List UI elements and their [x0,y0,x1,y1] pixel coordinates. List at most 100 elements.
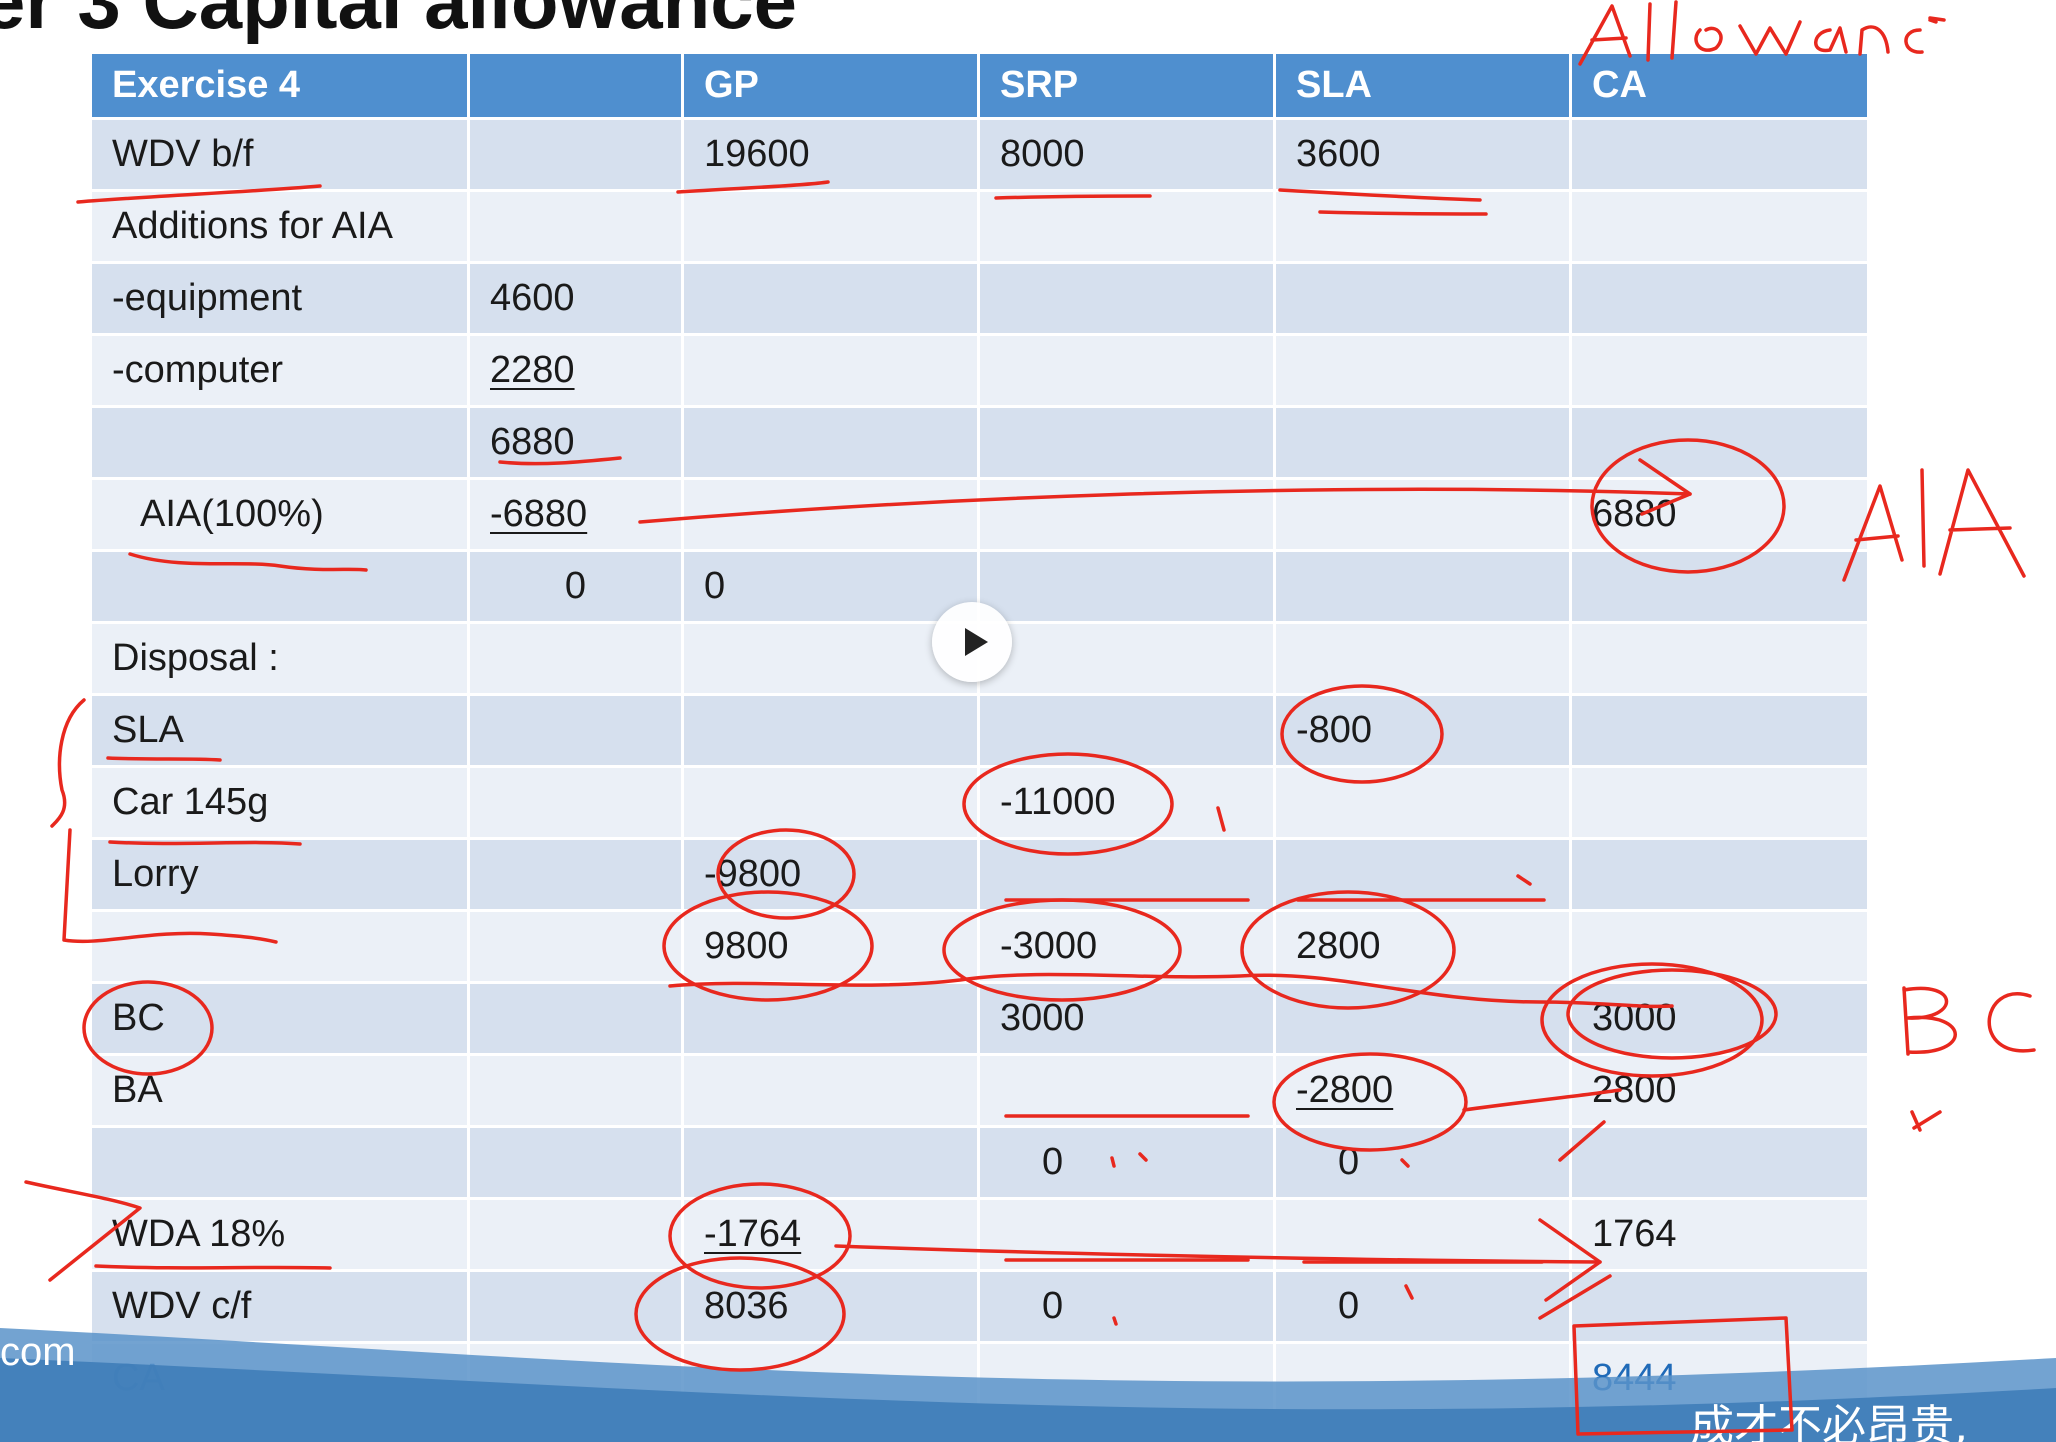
sla-cell: 0 [1276,1128,1572,1200]
ca-cell: 3000 [1572,984,1870,1056]
ca-cell [1572,552,1870,624]
header-gp: GP [684,54,980,120]
sla-cell [1276,192,1572,264]
row-label: BC [92,984,470,1056]
ca-cell [1572,1128,1870,1200]
working-cell [470,1056,684,1128]
gp-cell [684,192,980,264]
sla-cell [1276,552,1572,624]
header-srp: SRP [980,54,1276,120]
row-label: WDV b/f [92,120,470,192]
table-row: Additions for AIA [92,192,1870,264]
srp-cell [980,552,1276,624]
working-cell [470,840,684,912]
sla-cell [1276,480,1572,552]
row-label: AIA(100%) [92,480,470,552]
play-button[interactable] [932,602,1012,682]
ca-cell: 6880 [1572,480,1870,552]
gp-cell [684,480,980,552]
srp-cell [980,480,1276,552]
srp-cell: 8000 [980,120,1276,192]
ca-cell [1572,768,1870,840]
row-label [92,1128,470,1200]
srp-cell: 3000 [980,984,1276,1056]
handwriting-dot [1928,18,1938,24]
ca-cell [1572,696,1870,768]
table-row: WDA 18% -1764 1764 [92,1200,1870,1272]
srp-cell [980,1200,1276,1272]
table-header-row: Exercise 4 GP SRP SLA CA [92,54,1870,120]
row-label: Disposal : [92,624,470,696]
capital-allowance-table: Exercise 4 GP SRP SLA CA WDV b/f 19600 8… [92,54,1870,1416]
row-label: WDA 18% [92,1200,470,1272]
gp-cell: 19600 [684,120,980,192]
ca-cell: 1764 [1572,1200,1870,1272]
ca-cell [1572,120,1870,192]
handwriting-aia-i [1920,468,1926,568]
header-exercise: Exercise 4 [92,54,470,120]
srp-cell [980,696,1276,768]
slide-title: er 3 Capital allowance [0,0,798,45]
srp-cell [980,192,1276,264]
working-cell [470,984,684,1056]
working-cell [470,696,684,768]
table-row: 6880 [92,408,1870,480]
table-row: Car 145g -11000 [92,768,1870,840]
working-cell [470,768,684,840]
footer-slogan: 成才不必昂贵, [1690,1401,1968,1442]
gp-cell: -9800 [684,840,980,912]
table-row: Lorry -9800 [92,840,1870,912]
sla-cell: 2800 [1276,912,1572,984]
working-cell: 6880 [470,408,684,480]
handwriting-bc-b [1902,986,1957,1056]
sla-cell: 0 [1276,1272,1572,1344]
sla-cell [1276,1200,1572,1272]
working-cell [470,624,684,696]
row-label [92,912,470,984]
gp-cell [684,408,980,480]
srp-cell: -3000 [980,912,1276,984]
sla-cell: -2800 [1276,1056,1572,1128]
srp-cell [980,840,1276,912]
ca-cell [1572,336,1870,408]
srp-cell: -11000 [980,768,1276,840]
gp-cell [684,696,980,768]
gp-cell [684,264,980,336]
gp-cell [684,768,980,840]
srp-cell [980,264,1276,336]
table-row: -computer 2280 [92,336,1870,408]
table-row: 9800 -3000 2800 [92,912,1870,984]
working-cell [470,1200,684,1272]
sla-cell [1276,336,1572,408]
working-cell [470,912,684,984]
handwriting-small-mark [1910,1110,1942,1132]
srp-cell [980,624,1276,696]
ca-cell: 2800 [1572,1056,1870,1128]
working-cell: 2280 [470,336,684,408]
row-label: -computer [92,336,470,408]
row-label: SLA [92,696,470,768]
gp-cell: 9800 [684,912,980,984]
ca-cell [1572,192,1870,264]
table-row: 0 0 [92,1128,1870,1200]
row-label: Lorry [92,840,470,912]
brace-left [50,698,86,828]
ca-cell [1572,840,1870,912]
working-cell [470,192,684,264]
table-row: BC 3000 3000 [92,984,1870,1056]
sla-cell [1276,984,1572,1056]
working-cell [470,120,684,192]
ca-cell [1572,408,1870,480]
working-cell: 0 [470,552,684,624]
sla-cell [1276,624,1572,696]
row-label: -equipment [92,264,470,336]
handwriting-bc-c [1987,992,2036,1053]
working-cell: 4600 [470,264,684,336]
sla-cell: 3600 [1276,120,1572,192]
header-working [470,54,684,120]
row-label: Additions for AIA [92,192,470,264]
gp-cell [684,984,980,1056]
handwriting-aia-a2 [1938,468,2026,578]
srp-cell [980,1056,1276,1128]
